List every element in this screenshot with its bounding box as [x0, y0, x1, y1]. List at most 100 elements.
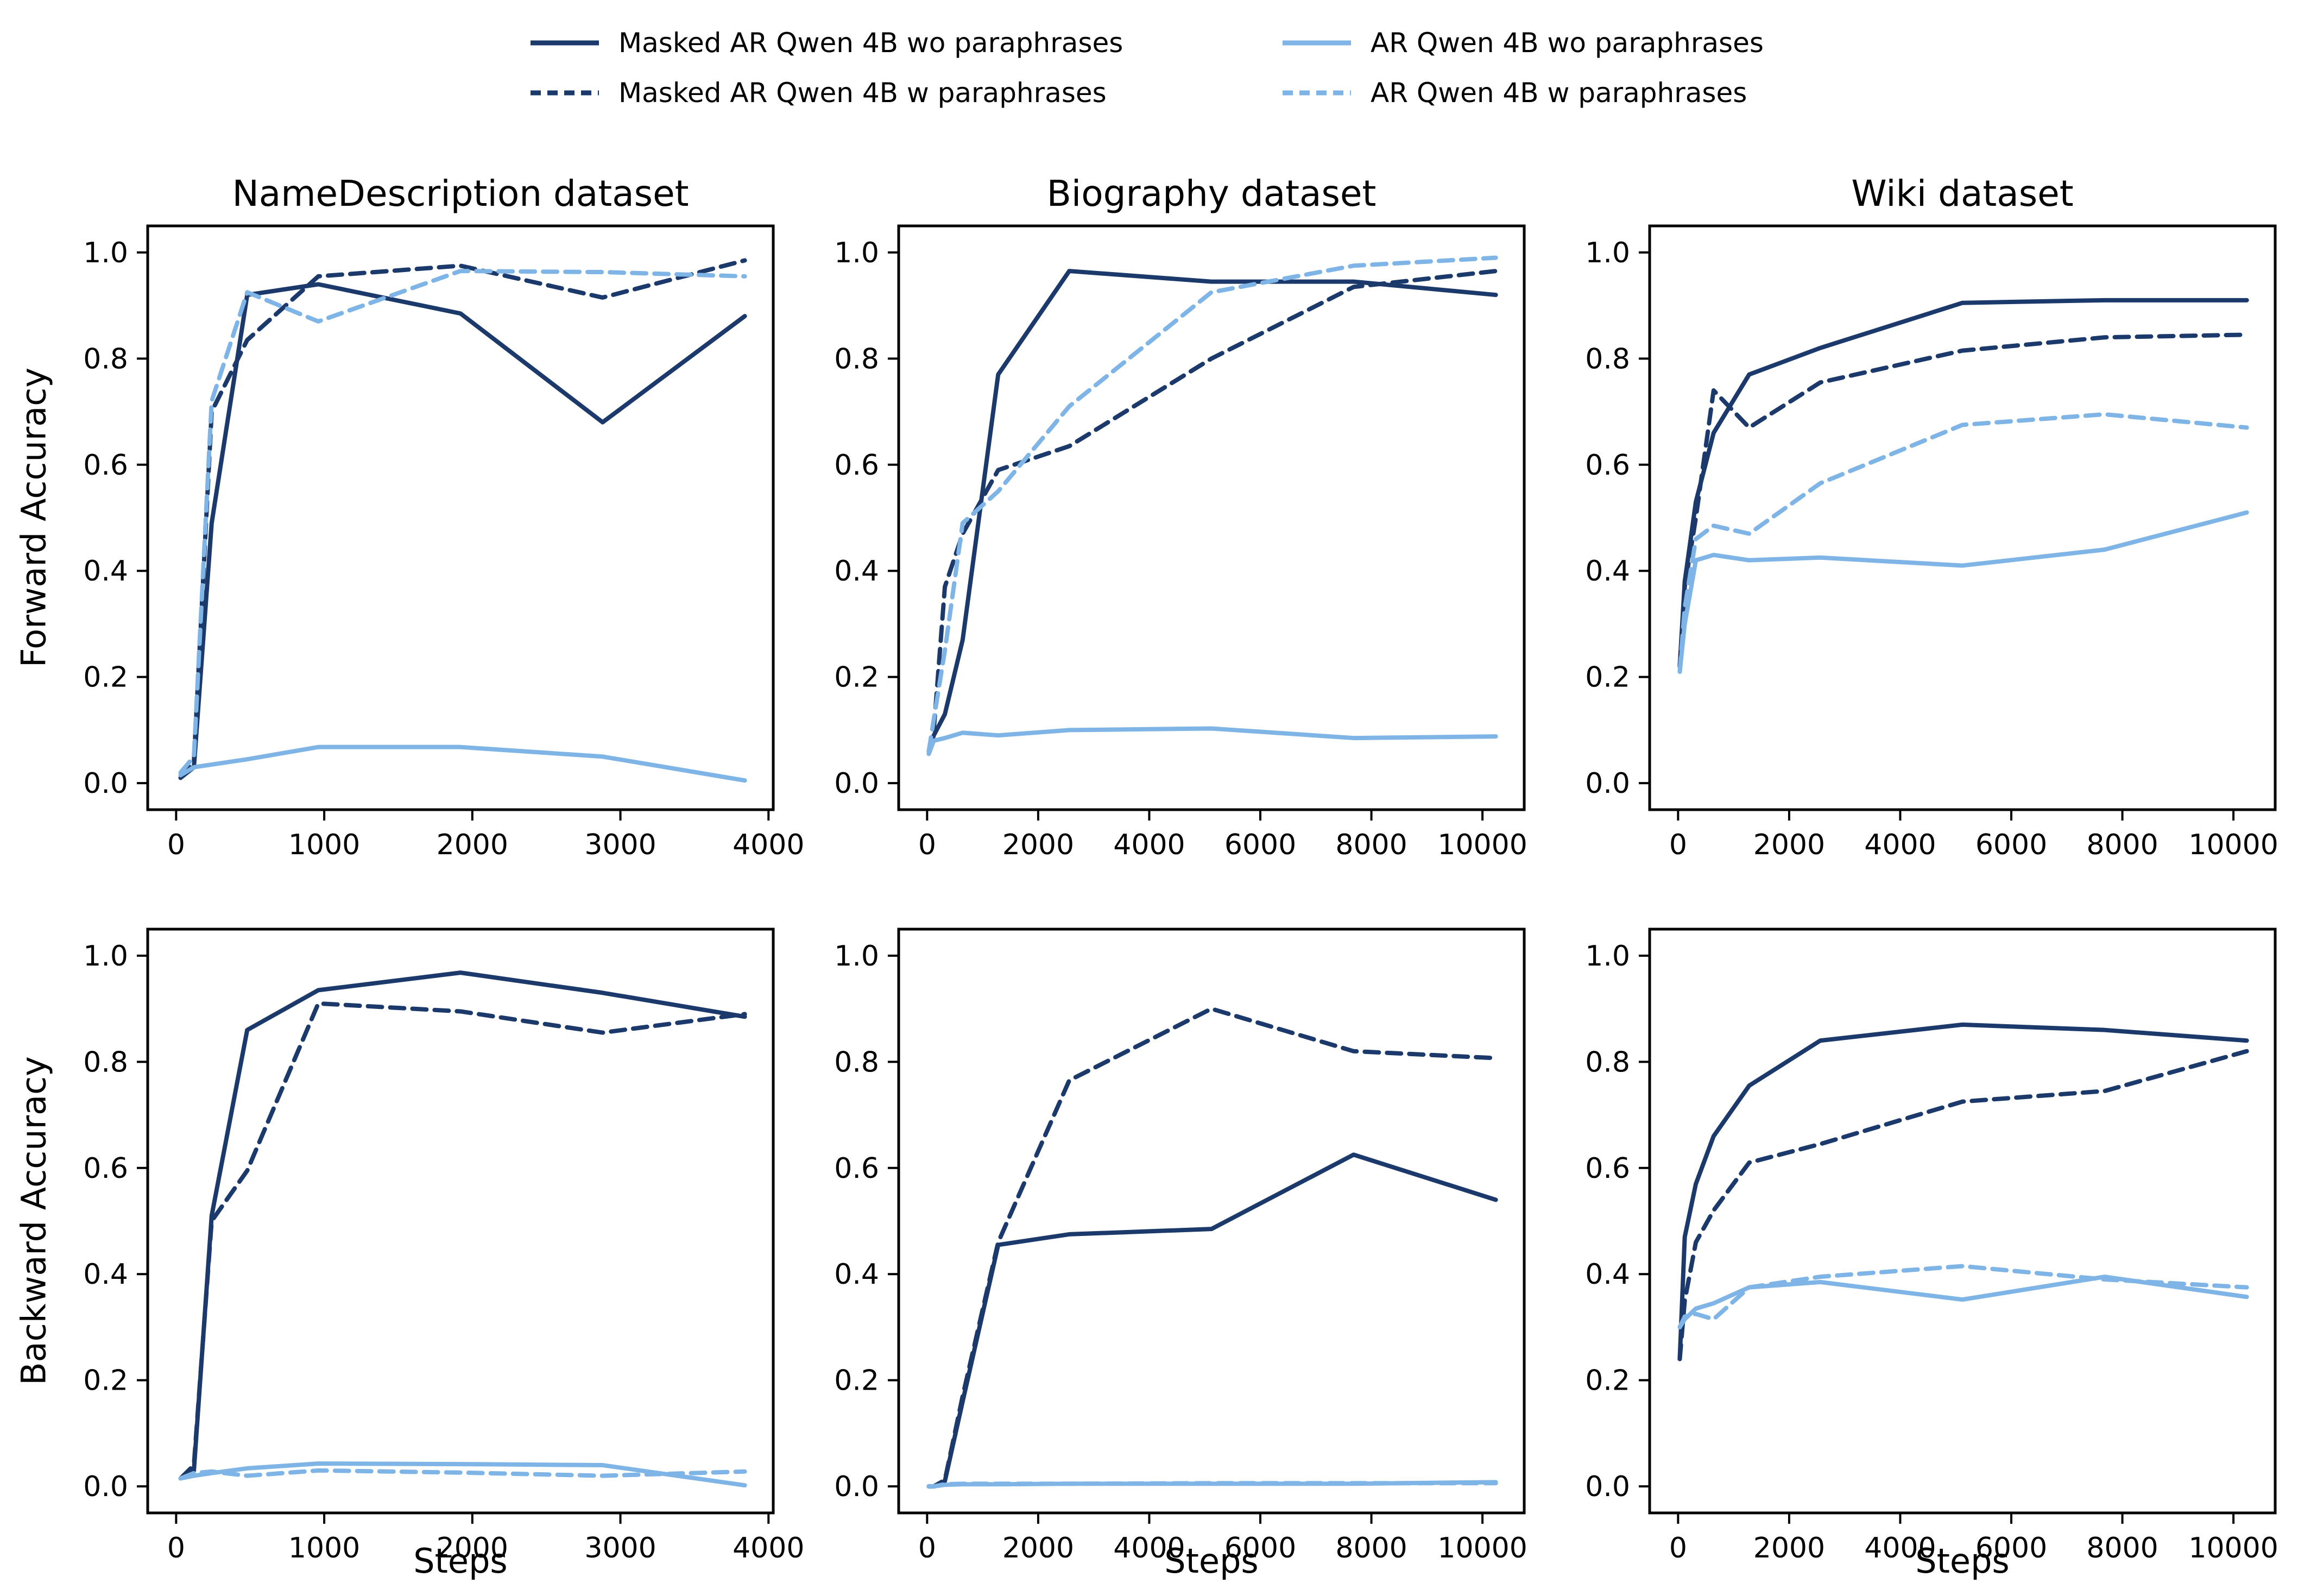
legend-line-dashed-light-icon	[1283, 90, 1351, 96]
y-tick-label: 1.0	[83, 940, 128, 973]
y-tick-label: 1.0	[1585, 237, 1630, 269]
y-tick-label: 0.4	[83, 555, 128, 588]
series-line	[178, 745, 747, 783]
series-line	[926, 269, 1498, 754]
x-tick-label: 4000	[1864, 829, 1936, 861]
y-tick-label: 0.0	[1585, 1471, 1630, 1503]
y-tick-label: 0.4	[834, 1258, 879, 1291]
chart-title-biography: Biography dataset	[1046, 173, 1377, 215]
y-tick-label: 0.2	[83, 1365, 128, 1397]
series-line	[178, 258, 747, 780]
series-line	[926, 269, 1498, 754]
legend-line-dashed-dark-icon	[531, 90, 599, 96]
axes-frame	[1648, 928, 2277, 1515]
x-tick-label: 6000	[1975, 1532, 2047, 1565]
series-line	[926, 255, 1498, 754]
x-tick-label: 2000	[437, 1532, 508, 1565]
series-line	[926, 726, 1498, 756]
series-line	[178, 269, 747, 775]
y-tick-label: 0.0	[83, 1471, 128, 1503]
y-tick-label: 0.8	[83, 343, 128, 375]
series-line	[178, 970, 747, 1481]
x-tick-label: 8000	[1335, 829, 1407, 861]
y-tick-label: 0.6	[83, 449, 128, 482]
legend-item-ar-wo: AR Qwen 4B wo paraphrases	[1281, 26, 1764, 60]
series-line	[1677, 412, 2249, 674]
y-tick-label: 1.0	[1585, 940, 1630, 973]
legend-item-masked-w: Masked AR Qwen 4B w paraphrases	[529, 76, 1107, 110]
series-line	[1677, 1049, 2249, 1361]
chart-biography-backward: 0 2000 4000 6000 8000 10000 0.0 0.2 0.4 0.6 0.8 1.0	[834, 928, 1527, 1565]
x-tick-label: 2000	[437, 829, 508, 861]
x-tick-label: 6000	[1975, 829, 2047, 861]
y-tick-label: 1.0	[834, 940, 879, 973]
y-tick-label: 0.0	[834, 1471, 879, 1503]
series-line	[926, 1481, 1498, 1489]
axes-frame	[897, 928, 1526, 1515]
legend-label: Masked AR Qwen 4B w paraphrases	[618, 77, 1107, 109]
y-tick-label: 0.4	[834, 555, 879, 588]
x-tick-label: 0	[918, 1532, 936, 1565]
legend-label: AR Qwen 4B wo paraphrases	[1371, 27, 1764, 59]
x-tick-label: 10000	[2188, 829, 2278, 861]
series-line	[178, 1468, 747, 1481]
legend-line-solid-dark-icon	[531, 40, 599, 46]
x-tick-label: 6000	[1224, 829, 1296, 861]
x-tick-label: 4000	[733, 1532, 804, 1565]
x-tick-label: 6000	[1224, 1532, 1296, 1565]
x-tick-label: 1000	[288, 829, 360, 861]
x-tick-label: 8000	[2086, 829, 2158, 861]
x-tick-label: 4000	[1113, 1532, 1185, 1565]
y-tick-label: 1.0	[83, 237, 128, 269]
x-tick-label: 10000	[1437, 829, 1527, 861]
series-line	[178, 282, 747, 780]
legend-label: AR Qwen 4B w paraphrases	[1371, 77, 1747, 109]
series-line	[178, 1461, 747, 1488]
y-tick-label: 0.6	[1585, 449, 1630, 482]
x-tick-label: 2000	[1002, 829, 1074, 861]
chart-namedescription-backward: 0 1000 2000 3000 4000 0.0 0.2 0.4 0.6 0.8 1.0	[83, 928, 804, 1565]
y-tick-label: 0.2	[834, 661, 879, 694]
x-tick-label: 0	[918, 829, 936, 861]
y-tick-label: 0.6	[83, 1152, 128, 1185]
y-tick-label: 0.2	[834, 1365, 879, 1397]
y-tick-label: 0.8	[834, 343, 879, 375]
series-line	[1677, 332, 2249, 669]
x-tick-label: 2000	[1753, 1532, 1825, 1565]
y-tick-label: 1.0	[834, 237, 879, 269]
x-tick-label: 8000	[2086, 1532, 2158, 1565]
x-tick-label: 10000	[2188, 1532, 2278, 1565]
y-tick-label: 0.2	[1585, 1365, 1630, 1397]
legend-item-ar-w: AR Qwen 4B w paraphrases	[1281, 76, 1747, 110]
x-tick-label: 10000	[1437, 1532, 1527, 1565]
y-tick-label: 0.6	[834, 449, 879, 482]
x-tick-label: 0	[1669, 829, 1687, 861]
series-line	[1677, 298, 2249, 669]
xlabel-steps-3: Steps	[1915, 1541, 2010, 1581]
y-tick-label: 0.4	[1585, 1258, 1630, 1291]
series-line	[178, 1001, 747, 1481]
x-tick-label: 3000	[584, 1532, 656, 1565]
y-tick-label: 0.2	[1585, 661, 1630, 694]
x-tick-label: 4000	[1864, 1532, 1936, 1565]
x-tick-label: 4000	[1113, 829, 1185, 861]
legend-item-masked-wo: Masked AR Qwen 4B wo paraphrases	[529, 26, 1123, 60]
x-tick-label: 8000	[1335, 1532, 1407, 1565]
series-line	[926, 1006, 1498, 1489]
axes-frame	[146, 224, 775, 811]
x-tick-label: 0	[167, 829, 185, 861]
y-tick-label: 0.4	[83, 1258, 128, 1291]
y-tick-label: 0.8	[83, 1046, 128, 1078]
legend-label: Masked AR Qwen 4B wo paraphrases	[618, 27, 1123, 59]
series-line	[1677, 510, 2249, 674]
y-tick-label: 0.6	[834, 1152, 879, 1185]
chart-wiki-backward: 0 2000 4000 6000 8000 10000 0.0 0.2 0.4 0.6 0.8 1.0	[1585, 928, 2278, 1565]
chart-wiki-forward: 0 2000 4000 6000 8000 10000 0.0 0.2 0.4 0.6 0.8 1.0	[1585, 224, 2278, 861]
x-tick-label: 2000	[1002, 1532, 1074, 1565]
y-tick-label: 0.0	[834, 767, 879, 800]
series-line	[1677, 1022, 2249, 1361]
legend-line-solid-light-icon	[1283, 40, 1351, 46]
axes-frame	[1648, 224, 2277, 811]
axes-frame	[146, 928, 775, 1515]
